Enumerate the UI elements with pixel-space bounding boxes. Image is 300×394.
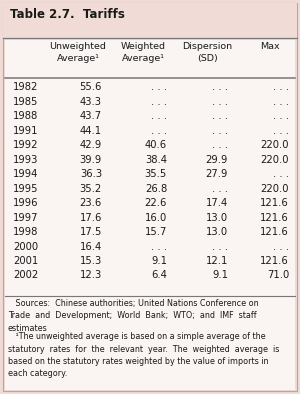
Text: . . .: . . . [273,126,289,136]
Text: Weighted
Average¹: Weighted Average¹ [121,42,166,63]
Text: 16.4: 16.4 [80,242,102,251]
Text: 17.6: 17.6 [80,212,102,223]
Text: 39.9: 39.9 [80,154,102,165]
Text: 1988: 1988 [13,111,38,121]
Text: 6.4: 6.4 [151,271,167,281]
Text: . . .: . . . [273,169,289,179]
Text: . . .: . . . [273,111,289,121]
Text: 121.6: 121.6 [260,212,289,223]
Text: 38.4: 38.4 [145,154,167,165]
Text: . . .: . . . [212,184,228,193]
Text: 12.1: 12.1 [206,256,228,266]
Text: 42.9: 42.9 [80,140,102,150]
Text: Dispersion
(SD): Dispersion (SD) [182,42,232,63]
Text: ¹The unweighted average is based on a simple average of the
statutory  rates  fo: ¹The unweighted average is based on a si… [8,332,279,379]
Text: 29.9: 29.9 [206,154,228,165]
Text: 1995: 1995 [13,184,38,193]
Text: 27.9: 27.9 [206,169,228,179]
Text: 12.3: 12.3 [80,271,102,281]
Text: . . .: . . . [212,82,228,92]
Text: 1992: 1992 [13,140,38,150]
Text: 17.4: 17.4 [206,198,228,208]
Text: 40.6: 40.6 [145,140,167,150]
Text: 55.6: 55.6 [80,82,102,92]
Text: 220.0: 220.0 [260,184,289,193]
Text: 1994: 1994 [13,169,38,179]
Text: Max: Max [260,42,280,51]
Text: 35.2: 35.2 [80,184,102,193]
Text: 71.0: 71.0 [267,271,289,281]
Text: 1985: 1985 [13,97,38,106]
Text: . . .: . . . [212,97,228,106]
Text: 26.8: 26.8 [145,184,167,193]
Text: . . .: . . . [212,140,228,150]
Text: 13.0: 13.0 [206,212,228,223]
Text: 35.5: 35.5 [145,169,167,179]
Text: . . .: . . . [273,242,289,251]
Text: 9.1: 9.1 [212,271,228,281]
Text: 1998: 1998 [13,227,38,237]
Text: . . .: . . . [273,82,289,92]
Text: 220.0: 220.0 [260,140,289,150]
Text: 1997: 1997 [13,212,38,223]
Text: 17.5: 17.5 [80,227,102,237]
Text: 13.0: 13.0 [206,227,228,237]
Text: Table 2.7.  Tariffs: Table 2.7. Tariffs [10,8,125,21]
Text: 2000: 2000 [13,242,38,251]
Text: 121.6: 121.6 [260,198,289,208]
Text: 9.1: 9.1 [151,256,167,266]
Text: 44.1: 44.1 [80,126,102,136]
Text: 1991: 1991 [13,126,38,136]
Text: . . .: . . . [151,82,167,92]
Text: . . .: . . . [212,242,228,251]
Bar [5,40,295,390]
Text: 15.7: 15.7 [145,227,167,237]
Text: 22.6: 22.6 [145,198,167,208]
Text: . . .: . . . [151,126,167,136]
Text: 16.0: 16.0 [145,212,167,223]
Text: 43.7: 43.7 [80,111,102,121]
Text: 220.0: 220.0 [260,154,289,165]
Text: 23.6: 23.6 [80,198,102,208]
Text: Unweighted
Average¹: Unweighted Average¹ [50,42,106,63]
Text: 15.3: 15.3 [80,256,102,266]
Text: 2001: 2001 [13,256,38,266]
Text: . . .: . . . [151,111,167,121]
Text: 2002: 2002 [13,271,38,281]
Text: . . .: . . . [151,242,167,251]
Text: . . .: . . . [151,97,167,106]
Text: 1993: 1993 [13,154,38,165]
Text: 121.6: 121.6 [260,227,289,237]
Text: 1996: 1996 [13,198,38,208]
Text: 121.6: 121.6 [260,256,289,266]
Bar [3,3,297,38]
Text: 36.3: 36.3 [80,169,102,179]
Text: Sources:  Chinese authorities; United Nations Conference on
Trade  and  Developm: Sources: Chinese authorities; United Nat… [8,299,259,333]
Text: 1982: 1982 [13,82,38,92]
Text: . . .: . . . [212,111,228,121]
Text: 43.3: 43.3 [80,97,102,106]
Text: . . .: . . . [273,97,289,106]
Text: . . .: . . . [212,126,228,136]
